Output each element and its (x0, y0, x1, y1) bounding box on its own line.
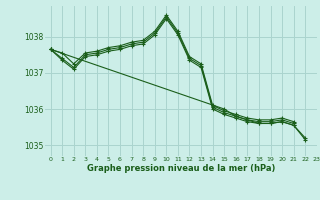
X-axis label: Graphe pression niveau de la mer (hPa): Graphe pression niveau de la mer (hPa) (87, 164, 275, 173)
